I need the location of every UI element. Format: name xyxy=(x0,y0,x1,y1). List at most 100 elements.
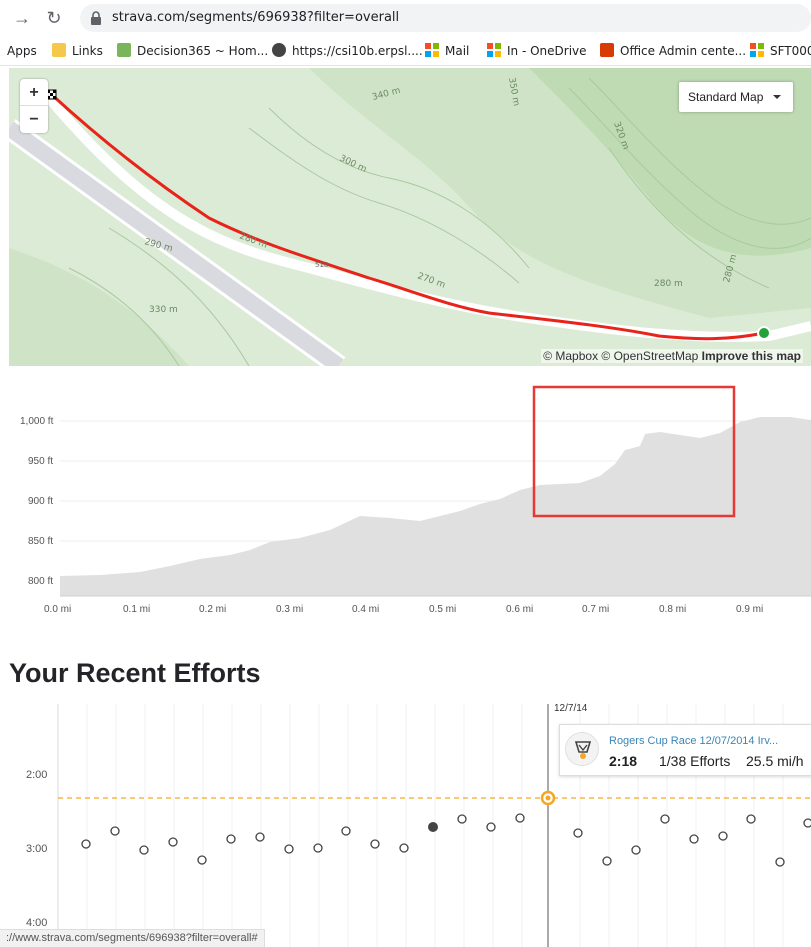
effort-point xyxy=(486,822,496,832)
effort-point xyxy=(341,826,351,836)
improve-map-link[interactable]: Improve this map xyxy=(701,349,801,363)
windows-logo-icon xyxy=(750,43,764,57)
effort-point xyxy=(284,844,294,854)
effort-point xyxy=(803,818,811,828)
effort-y-tick: 3:00 xyxy=(26,843,48,855)
contour-label: 330 m xyxy=(149,305,178,315)
effort-speed: 25.5 mi/h xyxy=(746,753,804,769)
effort-point xyxy=(746,814,756,824)
elev-x-tick: 0.3 mi xyxy=(276,604,304,615)
elev-y-tick: 1,000 ft xyxy=(20,416,54,427)
status-bar-url: ://www.strava.com/segments/696938?filter… xyxy=(0,929,265,947)
caret-down-icon xyxy=(773,95,781,99)
contour-label: 350 m xyxy=(506,77,521,107)
elevation-chart xyxy=(60,385,811,597)
folder-icon xyxy=(52,43,66,57)
effort-point xyxy=(313,843,323,853)
zoom-out-button[interactable]: − xyxy=(29,111,39,128)
effort-name-link[interactable]: Rogers Cup Race 12/07/2014 Irv... xyxy=(609,735,779,747)
office-logo-icon xyxy=(600,43,614,57)
windows-logo-icon xyxy=(487,43,501,57)
bookmark-office-admin[interactable]: Office Admin cente... xyxy=(600,42,746,60)
effort-point xyxy=(775,857,785,867)
bookmark-decision365[interactable]: Decision365 ~ Hom... xyxy=(117,42,268,60)
bookmark-erp[interactable]: https://csi10b.erpsl.... xyxy=(272,42,423,60)
elev-x-tick: 0.0 mi xyxy=(44,604,72,615)
bookmarks-bar: Apps Links Decision365 ~ Hom... https://… xyxy=(0,36,811,66)
bookmark-sft[interactable]: SFT000 xyxy=(750,42,811,60)
shopify-bag-icon xyxy=(117,43,131,57)
effort-point xyxy=(81,839,91,849)
bookmark-label: In - OneDrive xyxy=(507,44,587,58)
effort-point xyxy=(399,843,409,853)
address-bar: → ↻ strava.com/segments/696938?filter=ov… xyxy=(0,0,811,36)
elevation-profile[interactable]: 1,000 ft 950 ft 900 ft 850 ft 800 ft 0.0… xyxy=(0,380,811,620)
effort-point xyxy=(457,814,467,824)
elev-x-tick: 0.5 mi xyxy=(429,604,457,615)
forward-arrow-icon[interactable]: → xyxy=(13,8,31,28)
effort-point xyxy=(255,832,265,842)
bookmark-apps[interactable]: Apps xyxy=(7,42,37,60)
segment-map[interactable]: 340 m 350 m 300 m 320 m 280 m 270 m 290 … xyxy=(9,68,811,366)
route-line xyxy=(49,92,765,341)
bookmark-label: Decision365 ~ Hom... xyxy=(137,44,269,58)
bookmark-mail[interactable]: Mail xyxy=(425,42,469,60)
windows-logo-icon xyxy=(425,43,439,57)
effort-tooltip: Rogers Cup Race 12/07/2014 Irv... 2:18 1… xyxy=(559,724,811,776)
elev-x-tick: 0.4 mi xyxy=(352,604,380,615)
effort-point xyxy=(370,839,380,849)
effort-y-tick: 4:00 xyxy=(26,917,48,929)
highlight-box xyxy=(532,385,736,518)
bookmark-links[interactable]: Links xyxy=(52,42,103,60)
elev-x-tick: 0.1 mi xyxy=(123,604,151,615)
lock-icon xyxy=(91,11,101,25)
url-text: strava.com/segments/696938?filter=overal… xyxy=(112,10,400,25)
bookmark-label: Mail xyxy=(445,44,470,58)
url-field[interactable]: strava.com/segments/696938?filter=overal… xyxy=(80,4,811,32)
map-terrain: 340 m 350 m 300 m 320 m 280 m 270 m 290 … xyxy=(9,68,811,366)
elev-x-tick: 0.8 mi xyxy=(659,604,687,615)
effort-point xyxy=(226,834,236,844)
globe-icon xyxy=(272,43,286,57)
elev-x-tick: 0.6 mi xyxy=(506,604,534,615)
bookmark-label: https://csi10b.erpsl.... xyxy=(292,44,423,58)
elev-y-tick: 850 ft xyxy=(28,536,54,547)
zoom-control: + − xyxy=(20,79,48,133)
effort-point xyxy=(139,845,149,855)
effort-point xyxy=(631,845,641,855)
effort-point xyxy=(573,828,583,838)
elevation-area xyxy=(60,417,811,596)
effort-point xyxy=(515,813,525,823)
elev-x-tick: 0.2 mi xyxy=(199,604,227,615)
map-style-dropdown[interactable]: Standard Map xyxy=(679,82,793,112)
bookmark-onedrive[interactable]: In - OneDrive xyxy=(487,42,587,60)
bookmark-label: SFT000 xyxy=(770,44,811,58)
elev-x-tick: 0.7 mi xyxy=(582,604,610,615)
end-marker xyxy=(757,326,771,340)
effort-time: 2:18 xyxy=(609,753,638,769)
bookmark-label: Links xyxy=(72,44,103,58)
elev-x-tick: 0.9 mi xyxy=(736,604,764,615)
effort-point xyxy=(718,831,728,841)
effort-point xyxy=(602,856,612,866)
elev-y-tick: 800 ft xyxy=(28,576,54,587)
contour-label: 280 m xyxy=(654,279,683,289)
effort-y-tick: 2:00 xyxy=(26,769,48,781)
effort-point xyxy=(689,834,699,844)
effort-count: 1/38 Efforts xyxy=(659,753,731,769)
recent-efforts-title: Your Recent Efforts xyxy=(9,658,261,688)
effort-point xyxy=(110,826,120,836)
reload-icon[interactable]: ↻ xyxy=(46,8,62,28)
effort-point xyxy=(197,855,207,865)
trophy-badge-icon xyxy=(565,732,599,766)
bookmark-label: Office Admin cente... xyxy=(620,44,747,58)
efforts-chart[interactable] xyxy=(0,700,811,947)
selected-date-label: 12/7/14 xyxy=(554,703,588,714)
your-effort-point xyxy=(428,822,438,832)
effort-point xyxy=(168,837,178,847)
elev-y-tick: 900 ft xyxy=(28,496,54,507)
elev-y-tick: 950 ft xyxy=(28,456,54,467)
map-style-label: Standard Map xyxy=(688,90,764,104)
zoom-in-button[interactable]: + xyxy=(20,79,48,106)
effort-point xyxy=(660,814,670,824)
